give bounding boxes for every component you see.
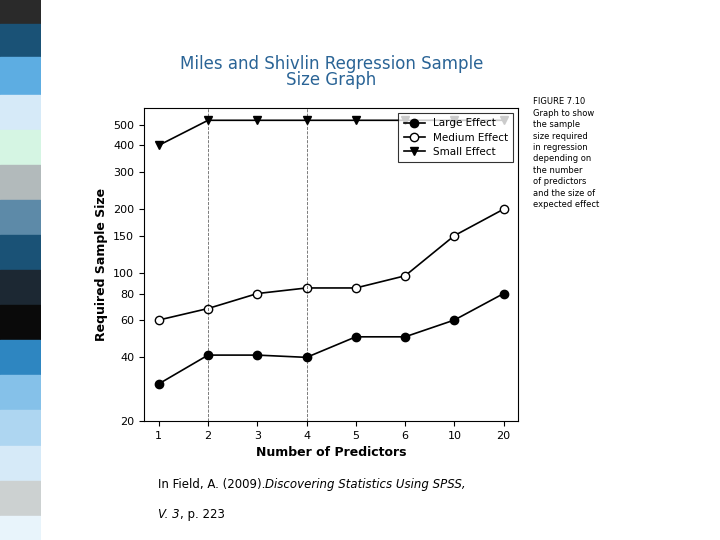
Medium Effect — [155, 317, 163, 323]
Small Effect — [302, 117, 311, 124]
Text: Size Graph: Size Graph — [286, 71, 377, 89]
Large Effect — [351, 334, 360, 340]
Small Effect — [401, 117, 410, 124]
X-axis label: Number of Predictors: Number of Predictors — [256, 447, 407, 460]
Large Effect — [450, 317, 459, 323]
Small Effect — [450, 117, 459, 124]
Large Effect — [302, 354, 311, 361]
Line: Medium Effect: Medium Effect — [155, 205, 508, 324]
Medium Effect — [302, 285, 311, 291]
Small Effect — [351, 117, 360, 124]
Text: Miles and Shivlin Regression Sample: Miles and Shivlin Regression Sample — [179, 55, 483, 73]
Medium Effect — [499, 206, 508, 212]
Text: Discovering Statistics Using SPSS,: Discovering Statistics Using SPSS, — [265, 478, 466, 491]
Medium Effect — [401, 273, 410, 279]
Small Effect — [155, 142, 163, 149]
Large Effect — [155, 381, 163, 387]
Text: FIGURE 7.10
Graph to show
the sample
size required
in regression
depending on
th: FIGURE 7.10 Graph to show the sample siz… — [533, 97, 599, 210]
Text: In Field, A. (2009).: In Field, A. (2009). — [158, 478, 269, 491]
Small Effect — [499, 117, 508, 124]
Large Effect — [401, 334, 410, 340]
Medium Effect — [450, 232, 459, 239]
Large Effect — [253, 352, 261, 359]
Medium Effect — [204, 305, 212, 312]
Medium Effect — [253, 291, 261, 297]
Line: Small Effect: Small Effect — [155, 116, 508, 150]
Text: V. 3: V. 3 — [158, 508, 180, 521]
Medium Effect — [351, 285, 360, 291]
Y-axis label: Required Sample Size: Required Sample Size — [94, 188, 107, 341]
Legend: Large Effect, Medium Effect, Small Effect: Large Effect, Medium Effect, Small Effec… — [398, 113, 513, 162]
Line: Large Effect: Large Effect — [155, 289, 508, 388]
Small Effect — [204, 117, 212, 124]
Text: , p. 223: , p. 223 — [180, 508, 225, 521]
Small Effect — [253, 117, 261, 124]
Large Effect — [204, 352, 212, 359]
Large Effect — [499, 291, 508, 297]
